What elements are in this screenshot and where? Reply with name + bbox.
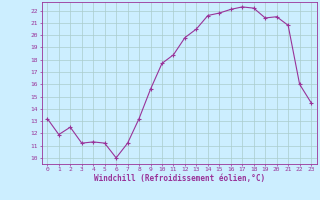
X-axis label: Windchill (Refroidissement éolien,°C): Windchill (Refroidissement éolien,°C) xyxy=(94,174,265,183)
